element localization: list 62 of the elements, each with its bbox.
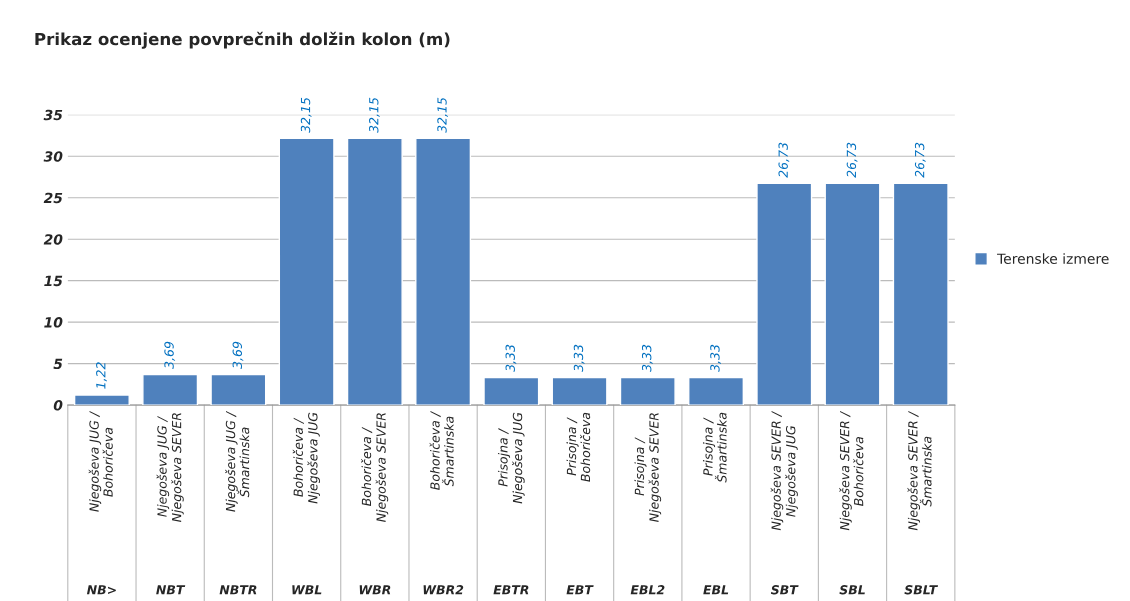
data-label: 32,15 bbox=[369, 97, 380, 133]
x-tick-label: Njegoševa JUG / Njegoševa SEVER bbox=[156, 413, 184, 522]
y-tick-label: 25 bbox=[43, 192, 63, 204]
data-label: 3,33 bbox=[573, 344, 585, 372]
data-label: 32,15 bbox=[437, 97, 448, 133]
data-label: 26,73 bbox=[914, 142, 926, 178]
data-label: 3,69 bbox=[164, 341, 176, 369]
text: SBL bbox=[839, 585, 865, 595]
y-tick-label: 30 bbox=[43, 151, 63, 162]
text: EBT bbox=[566, 585, 594, 595]
y-tick-label: 5 bbox=[53, 358, 63, 370]
x-tick-label: Njegoševa SEVER / Šmartinska bbox=[907, 410, 932, 531]
data-label: 3,33 bbox=[641, 344, 653, 372]
bar bbox=[483, 376, 540, 406]
text: WBR bbox=[359, 585, 391, 595]
bar bbox=[278, 137, 335, 406]
data-label: 3,33 bbox=[505, 344, 517, 372]
bar bbox=[551, 376, 608, 406]
bar bbox=[142, 373, 199, 406]
data-label: 26,73 bbox=[778, 142, 790, 178]
bar bbox=[415, 137, 472, 406]
text: SBT bbox=[770, 585, 799, 595]
bar bbox=[619, 376, 676, 406]
text: WBL bbox=[292, 585, 322, 595]
bar bbox=[824, 182, 881, 406]
x-tick-label: Njegoševa SEVER / Njegoševa JUG bbox=[770, 410, 798, 531]
text: NBTR bbox=[219, 585, 257, 595]
bar bbox=[346, 137, 403, 406]
x-tick-label: Bohoričeva / Šmartinska bbox=[429, 410, 454, 490]
text: EBTR bbox=[493, 585, 529, 595]
x-tick-label: Njegoševa JUG / Šmartinska bbox=[225, 410, 250, 512]
data-label: 1,22 bbox=[96, 362, 107, 389]
data-label: 32,15 bbox=[300, 97, 312, 133]
x-tick-label: Prisojna / Bohoričeva bbox=[566, 412, 591, 482]
x-tick-label: Njegoševa JUG / Bohoričeva bbox=[88, 410, 113, 512]
y-tick-label: 20 bbox=[43, 234, 63, 245]
text: NBT bbox=[156, 585, 186, 595]
x-tick-label: Njegoševa SEVER / Bohoričeva bbox=[839, 410, 864, 531]
y-tick-label: 35 bbox=[43, 109, 63, 121]
text: SBLT bbox=[904, 585, 939, 595]
bar bbox=[892, 182, 949, 406]
legend-label: Terenske izmere bbox=[997, 253, 1109, 264]
x-tick-label: Bohoričeva / Njegoševa SEVER bbox=[361, 413, 389, 522]
text: EBL bbox=[703, 585, 729, 595]
y-tick-label: 10 bbox=[44, 317, 63, 328]
data-label: 26,73 bbox=[846, 142, 858, 178]
data-label: 3,69 bbox=[232, 341, 244, 369]
data-label: 3,33 bbox=[710, 344, 721, 372]
y-tick-label: 0 bbox=[53, 400, 63, 411]
text: EBL2 bbox=[630, 585, 665, 595]
chart-title: Prikaz ocenjene povprečnih dolžin kolon (m) bbox=[35, 31, 450, 49]
x-tick-label: Prisojna / Šmartinska bbox=[702, 412, 727, 483]
y-tick-label: 15 bbox=[44, 275, 63, 287]
text: WBR2 bbox=[423, 585, 464, 595]
x-tick-label: Prisojna / Njegoševa SEVER bbox=[634, 413, 662, 522]
bar bbox=[210, 373, 267, 406]
x-tick-label: Prisojna / Njegoševa JUG bbox=[497, 412, 525, 504]
text: NB> bbox=[86, 585, 116, 595]
bar bbox=[688, 376, 745, 406]
bar bbox=[756, 182, 813, 406]
bar bbox=[73, 394, 130, 406]
x-tick-label: Bohoričeva / Njegoševa JUG bbox=[292, 412, 320, 504]
